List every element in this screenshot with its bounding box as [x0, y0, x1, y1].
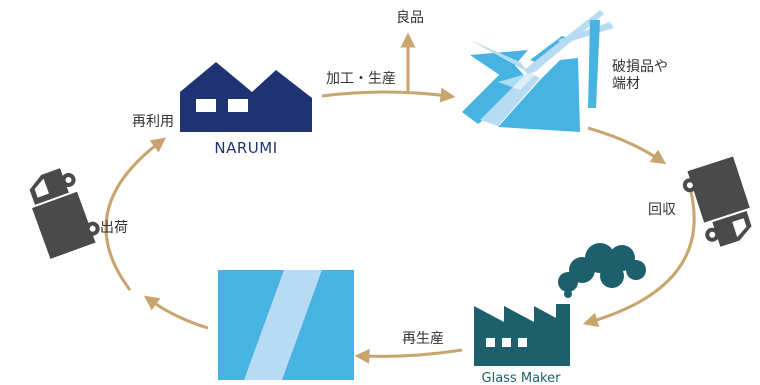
broken-glass-node: 破損品や 端材 [462, 10, 668, 132]
arrow-ship [104, 137, 166, 291]
edge-label-process: 加工・生産 [326, 71, 396, 87]
truck-left-node [29, 168, 100, 259]
glass-maker-node: Glass Maker [474, 243, 646, 385]
edge-label-collect: 回収 [648, 202, 676, 218]
arrow-collect [582, 187, 696, 328]
arrow-process [321, 87, 456, 103]
flow-arrows [104, 32, 696, 364]
narumi-label: NARUMI [214, 139, 277, 157]
factory-icon [474, 243, 646, 366]
waste-label-line2: 端材 [612, 76, 640, 92]
arrow-to-collect [587, 126, 667, 165]
truck-right-node [682, 156, 752, 247]
house-icon [180, 62, 312, 132]
narumi-node: NARUMI [180, 62, 312, 157]
broken-glass-icon [462, 10, 614, 132]
edge-label-good: 良品 [396, 10, 424, 26]
waste-label-line1: 破損品や [612, 59, 668, 75]
glass-panel-icon [218, 270, 354, 380]
glass-panel-node [218, 270, 354, 380]
arrow-ship-in [143, 295, 209, 330]
edge-label-regen: 再生産 [402, 331, 444, 347]
maker-label: Glass Maker [482, 371, 562, 385]
truck-icon [682, 156, 752, 247]
arrow-regen [354, 348, 463, 364]
edge-label-ship: 出荷 [100, 220, 128, 236]
truck-icon [29, 168, 100, 259]
edge-label-reuse: 再利用 [132, 114, 174, 130]
